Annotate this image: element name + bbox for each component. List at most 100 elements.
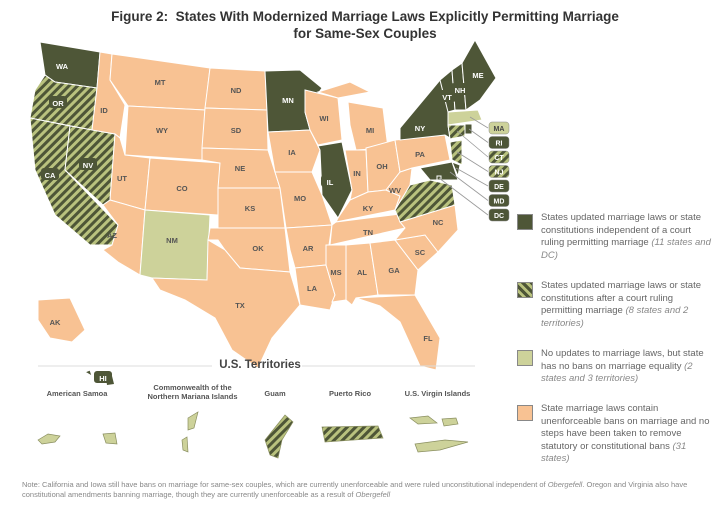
- state-label-ca: CA: [45, 171, 56, 180]
- state-label-co: CO: [176, 184, 187, 193]
- state-label-il: IL: [327, 178, 334, 187]
- state-label-mt: MT: [155, 78, 166, 87]
- state-label-box: [41, 168, 59, 180]
- territory-shape-0: [102, 432, 118, 445]
- state-label-box: [79, 158, 97, 170]
- state-label-ne: NE: [235, 164, 245, 173]
- state-label-mo: MO: [294, 194, 306, 203]
- state-ct: [447, 124, 466, 140]
- callout-box-ct: [488, 150, 510, 164]
- state-label-box: [469, 68, 487, 80]
- legend-swatch-dark: [517, 214, 533, 230]
- territory-shape-1: [181, 436, 189, 453]
- state-ak: [37, 297, 86, 343]
- legend-item-no-bans: No updates to marriage laws, but state h…: [517, 348, 712, 386]
- state-nc: [393, 204, 459, 253]
- state-label-box: [279, 93, 297, 105]
- state-mi: [316, 81, 372, 99]
- territory-shape-4: [409, 415, 438, 425]
- territory-shape-4: [414, 439, 469, 453]
- legend-item-updated-independent: States updated marriage laws or state co…: [517, 212, 712, 262]
- state-de: [451, 161, 461, 178]
- state-label-wi: WI: [319, 114, 328, 123]
- state-label-tx: TX: [235, 301, 245, 310]
- state-label-box: [53, 59, 71, 71]
- state-ia: [267, 129, 321, 173]
- title-line-2: for Same-Sex Couples: [293, 26, 437, 41]
- callout-label-nj: NJ: [495, 170, 504, 177]
- territory-shape-4: [441, 417, 459, 427]
- territory-name-american-samoa: American Samoa: [46, 389, 108, 398]
- legend-count: (31 states): [541, 440, 687, 465]
- legend-swatch-peach: [517, 405, 533, 421]
- territory-shape-2: [264, 414, 294, 459]
- territory-name-usvi: U.S. Virgin Islands: [404, 389, 471, 398]
- figure-number: Figure 2:: [111, 9, 169, 24]
- territory-name-puerto-rico: Puerto Rico: [328, 389, 372, 398]
- state-label-ok: OK: [252, 244, 264, 253]
- callout-label-de: DE: [494, 184, 504, 191]
- territory-shape-1: [187, 411, 199, 431]
- callout-line: [469, 116, 489, 129]
- territory-shape-3: [321, 425, 384, 443]
- state-label-ny: NY: [415, 124, 425, 133]
- callout-label-md: MD: [494, 199, 505, 206]
- state-label-ms: MS: [330, 268, 341, 277]
- state-label-ks: KS: [245, 204, 255, 213]
- state-md: [419, 161, 459, 181]
- state-label-or: OR: [52, 99, 64, 108]
- callout-line: [456, 151, 489, 172]
- state-label-ut: UT: [117, 174, 127, 183]
- territory-shape-0: [37, 433, 61, 445]
- legend-count: (8 states and 2 territories): [541, 305, 689, 329]
- callout-box-nj: [488, 165, 510, 178]
- state-label-mn: MN: [282, 96, 294, 105]
- legend-text: States updated marriage laws or state co…: [541, 212, 702, 248]
- state-label-nc: NC: [433, 218, 444, 227]
- note-case: Obergefell: [355, 490, 391, 499]
- state-nj: [449, 139, 463, 166]
- state-label-ga: GA: [388, 266, 400, 275]
- state-label-tn: TN: [363, 228, 373, 237]
- note-text: Note: California and Iowa still have ban…: [22, 480, 548, 489]
- callout-line: [455, 167, 489, 187]
- state-label-nd: ND: [231, 86, 242, 95]
- state-label-fl: FL: [423, 334, 433, 343]
- legend-text: State marriage laws contain unenforceabl…: [541, 403, 710, 452]
- state-ma: [447, 109, 483, 126]
- legend-text: No updates to marriage laws, but state h…: [541, 348, 704, 372]
- state-nm: [139, 209, 211, 281]
- callout-label-ct: CT: [494, 155, 504, 162]
- callout-line: [456, 130, 489, 158]
- state-label-ky: KY: [363, 204, 373, 213]
- state-label-box: [321, 175, 339, 187]
- state-label-la: LA: [307, 284, 318, 293]
- state-label-wa: WA: [56, 62, 69, 71]
- territories-title: U.S. Territories: [219, 359, 301, 371]
- state-hi: [83, 369, 93, 378]
- legend-item-unenforceable-bans: State marriage laws contain unenforceabl…: [517, 403, 712, 466]
- legend-item-updated-after-ruling: States updated marriage laws or state co…: [517, 280, 712, 330]
- note-case: Obergefell: [547, 480, 583, 489]
- callout-line: [468, 128, 489, 143]
- state-label-box: [411, 121, 429, 133]
- state-label-wv: WV: [389, 186, 401, 195]
- legend-swatch-light-green: [517, 350, 533, 366]
- legend-count: (11 states and DC): [541, 237, 711, 261]
- figure-title: Figure 2: States With Modernized Marriag…: [0, 8, 720, 42]
- callout-box-dc: [488, 208, 510, 222]
- state-label-sc: SC: [415, 248, 426, 257]
- callout-box-ma: [488, 121, 510, 135]
- state-label-mi: MI: [366, 126, 374, 135]
- callout-box-md: [488, 194, 510, 207]
- state-label-nv: NV: [83, 161, 93, 170]
- state-fl: [355, 294, 441, 371]
- state-label-ar: AR: [303, 244, 314, 253]
- state-la: [294, 264, 336, 311]
- territory-name-guam: Guam: [264, 389, 286, 398]
- state-label-wy: WY: [156, 126, 168, 135]
- state-label-nh: NH: [455, 86, 466, 95]
- state-ga: [369, 239, 419, 296]
- callout-line: [449, 171, 489, 201]
